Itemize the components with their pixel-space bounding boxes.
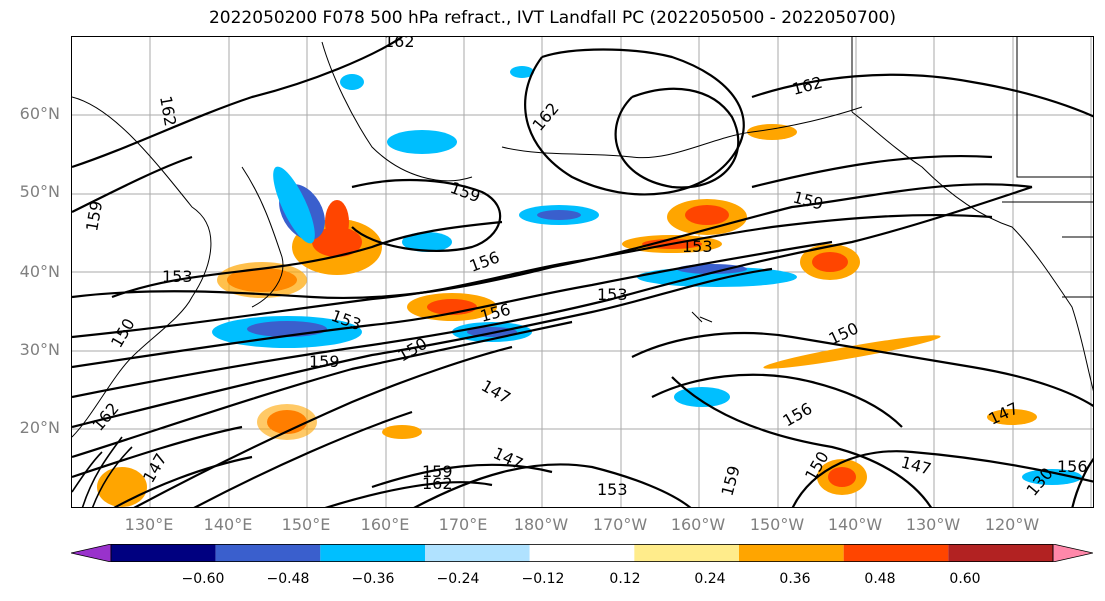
lon-label: 140°W	[827, 515, 883, 534]
map-panel: 162 162 162 162 159 159 159 159 159 156 …	[71, 36, 1094, 508]
colorbar-tick-label: −0.48	[266, 571, 310, 587]
colorbar-tick-label: 0.36	[779, 571, 811, 587]
colorbar	[71, 544, 1093, 562]
contour-label: 159	[422, 462, 453, 481]
colorbar-tick-label: −0.24	[436, 571, 480, 587]
colorbar-segment	[529, 544, 635, 562]
colorbar-tick-label: 0.24	[694, 571, 726, 587]
lon-label: 160°W	[670, 515, 726, 534]
contour-label: 153	[162, 267, 193, 286]
colorbar-tick-label: 0.60	[949, 571, 981, 587]
colorbar-segment	[425, 544, 530, 562]
colorbar-tick-label: −0.60	[181, 571, 225, 587]
colorbar-tick-label: −0.12	[521, 571, 565, 587]
lon-label: 180°W	[513, 515, 569, 534]
colorbar-segment	[948, 544, 1053, 562]
contour-label: 162	[790, 73, 824, 99]
contour-label: 156	[1057, 457, 1088, 476]
contour-label: 162	[384, 37, 415, 51]
colorbar-extend-min	[71, 544, 112, 562]
height-contours	[72, 37, 1093, 507]
contour-label: 147	[899, 453, 933, 479]
lat-label: 30°N	[19, 340, 60, 359]
lat-label: 60°N	[19, 104, 60, 123]
contour-label: 147	[478, 376, 514, 408]
coastal-contour-cluster	[72, 436, 133, 507]
lon-label: 130°E	[124, 515, 174, 534]
map-canvas: 162 162 162 162 159 159 159 159 159 156 …	[72, 37, 1093, 507]
contour-label: 150	[107, 315, 139, 351]
lon-label: 140°E	[203, 515, 253, 534]
contour-label: 159	[309, 352, 340, 371]
contour-label: 159	[718, 464, 744, 498]
colorbar-segment	[739, 544, 844, 562]
contour-label: 159	[448, 178, 483, 206]
colorbar-segments	[71, 544, 1093, 562]
contour-label: 153	[597, 285, 628, 304]
colorbar-tick-label: −0.36	[351, 571, 395, 587]
colorbar-frame	[110, 544, 1054, 562]
colorbar-segment	[111, 544, 216, 562]
colorbar-tick-label: 0.48	[864, 571, 896, 587]
coastlines	[72, 37, 1093, 438]
contour-label: 156	[780, 399, 816, 431]
contour-label: 150	[395, 334, 431, 366]
lon-label: 120°W	[984, 515, 1040, 534]
map-title: 2022050200 F078 500 hPa refract., IVT La…	[208, 8, 896, 28]
lon-label: 150°E	[281, 515, 331, 534]
lon-label: 150°W	[749, 515, 805, 534]
contour-label: 159	[791, 188, 825, 214]
colorbar-extend-max	[1052, 544, 1093, 562]
contour-label: 162	[529, 99, 563, 135]
lat-label: 20°N	[19, 418, 60, 437]
lat-label: 40°N	[19, 262, 60, 281]
lat-label: 50°N	[19, 182, 60, 201]
colorbar-segment	[634, 544, 739, 562]
lon-label: 130°W	[905, 515, 961, 534]
contour-label: 162	[156, 94, 180, 127]
contour-label: 159	[82, 199, 106, 232]
lon-label: 170°E	[438, 515, 488, 534]
colorbar-segment	[215, 544, 321, 562]
colorbar-segment	[320, 544, 425, 562]
contour-label: 153	[682, 237, 713, 256]
contour-label: 162	[422, 474, 453, 493]
colorbar-tick-label: 0.12	[609, 571, 641, 587]
lon-label: 170°W	[592, 515, 648, 534]
colorbar-segment	[843, 544, 949, 562]
lon-label: 160°E	[360, 515, 410, 534]
contour-label: 153	[597, 480, 628, 499]
